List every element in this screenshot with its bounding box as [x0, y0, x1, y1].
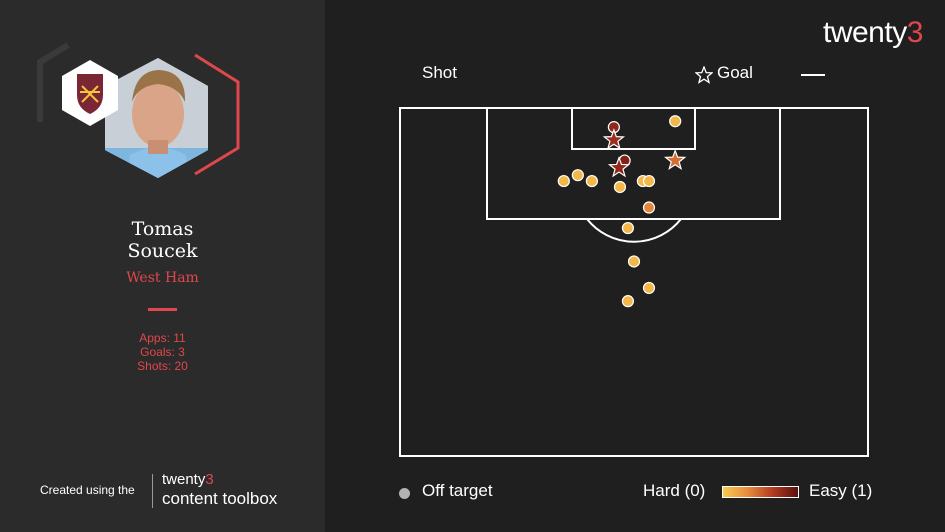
- legend-goal-star-icon: [695, 66, 713, 84]
- shot-point: [627, 255, 641, 268]
- shot-point: [571, 169, 584, 182]
- team-name: West Ham: [126, 270, 199, 286]
- pitch-outline: [399, 107, 869, 457]
- legend-hard-label: Hard (0): [643, 481, 706, 500]
- stat-goals: Goals: 3: [140, 345, 185, 359]
- stat-shots: Shots: 20: [137, 359, 188, 373]
- legend-line: [801, 74, 825, 76]
- goal-shot-star: [664, 148, 687, 171]
- goal-shot-star: [602, 128, 626, 150]
- xg-gradient-bar: [722, 486, 799, 498]
- off-target-legend-dot: [399, 488, 410, 499]
- team-crest: [62, 60, 118, 126]
- shot-point: [642, 174, 656, 188]
- footer-brand-num: 3: [205, 471, 214, 488]
- decor-arc-right: [194, 53, 240, 176]
- player-last-name: Soucek: [127, 240, 198, 262]
- footer-brand-main: twenty: [162, 471, 206, 488]
- player-name: Tomas Soucek: [0, 218, 325, 262]
- shot-point: [613, 180, 627, 194]
- brand-logo: twenty3: [823, 16, 923, 50]
- footer-product: content toolbox: [162, 489, 278, 508]
- shot-point: [557, 174, 570, 188]
- divider: [148, 308, 177, 311]
- shot-point: [585, 174, 598, 188]
- legend-easy-label: Easy (1): [809, 481, 873, 500]
- legend-off-target-label: Off target: [422, 481, 493, 500]
- shot-point: [642, 281, 656, 295]
- footer-brand: twenty3: [162, 471, 214, 488]
- footer-separator: [152, 474, 153, 508]
- legend-shot-label: Shot: [422, 63, 457, 82]
- shot-point: [642, 201, 656, 214]
- decor-arc-left: [37, 42, 70, 122]
- player-panel: Tomas Soucek West Ham Apps: 11 Goals: 3 …: [0, 0, 325, 532]
- stat-apps: Apps: 11: [139, 331, 186, 345]
- logo-num: 3: [906, 16, 924, 49]
- shot-point: [669, 115, 682, 128]
- logo-main: twenty: [823, 16, 907, 49]
- shot-point: [621, 295, 635, 308]
- player-first-name: Tomas: [131, 218, 194, 240]
- shot-point: [621, 221, 635, 235]
- player-hexagon-badge: [37, 42, 240, 178]
- six-yard-box: [571, 107, 696, 150]
- footer-created-using: Created using the: [40, 483, 135, 497]
- shots-layer: [557, 115, 687, 308]
- legend-goal-label: Goal: [717, 63, 753, 82]
- penalty-area: [486, 107, 781, 220]
- penalty-arc: [586, 218, 682, 243]
- goal-shot-star: [607, 156, 631, 178]
